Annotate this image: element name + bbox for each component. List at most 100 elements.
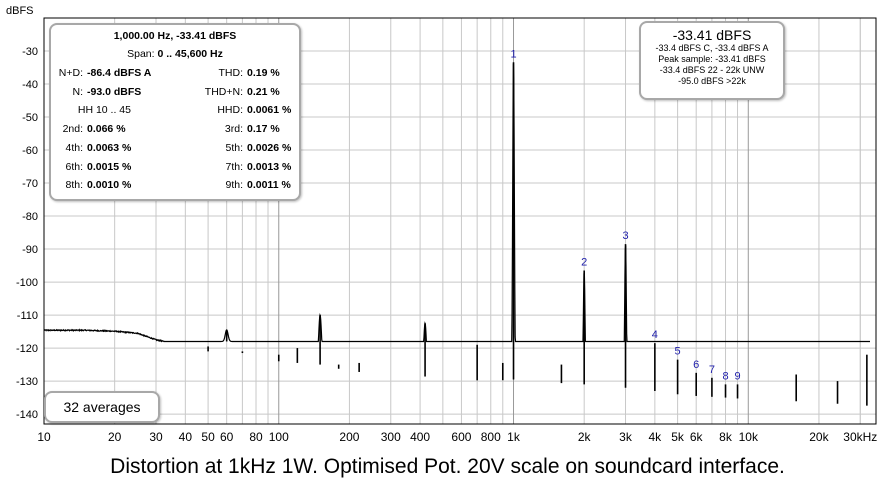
harmonic-marker-label: 7: [709, 364, 715, 376]
x-tick-label: 4k: [649, 430, 663, 444]
x-tick-label: 20k: [809, 430, 829, 444]
summary-line: -95.0 dBFS >22k: [678, 76, 746, 86]
stats-value: 0.21 %: [247, 85, 280, 98]
stats-label: 8th:: [65, 179, 83, 192]
stats-label: N:: [72, 85, 84, 98]
stats-value: 0.17 %: [247, 123, 280, 136]
stats-header-span: Span: 0 .. 45,600 Hz: [51, 48, 299, 60]
stats-row: N+D: -86.4 dBFS A THD: 0.19 %: [51, 67, 299, 83]
stats-label: N+D:: [58, 67, 83, 79]
x-tick-label: 100: [269, 430, 289, 444]
y-tick-label: -80: [22, 211, 38, 223]
x-tick-label: 80: [249, 430, 263, 444]
x-tick-label: 3k: [619, 430, 633, 444]
x-tick-label: 2k: [578, 430, 592, 444]
x-tick-label: 20: [108, 430, 122, 444]
stats-label: 4th:: [65, 141, 83, 154]
y-tick-label: -110: [17, 310, 38, 322]
stats-row: 6th: 0.0015 % 7th: 0.0013 %: [51, 161, 299, 177]
harmonic-marker-label: 8: [722, 370, 728, 382]
stats-value: 0.0063 %: [87, 141, 132, 154]
harmonic-marker-label: 1: [510, 48, 516, 60]
stats-label: 7th:: [225, 160, 243, 173]
x-tick-label: 5k: [671, 430, 685, 444]
summary-level: -33.41 dBFS: [672, 27, 752, 43]
stats-label: 3rd:: [224, 123, 243, 136]
stats-value: -93.0 dBFS: [87, 85, 142, 98]
x-tick-label: 30kHz: [843, 430, 877, 444]
y-tick-label: -100: [16, 277, 38, 289]
x-tick-label: 50: [201, 430, 215, 444]
x-tick-label: 60: [220, 430, 234, 444]
stats-label: HH 10 .. 45: [77, 104, 131, 117]
x-tick-labels: 10 20 30 40 50 60 80 100 200 300 400 600 800 1k 2k 3k 4k…: [37, 430, 877, 444]
x-tick-label: 40: [179, 430, 193, 444]
x-tick-label: 30: [149, 430, 163, 444]
stats-label: THD:: [218, 67, 244, 79]
stats-row: 8th: 0.0010 % 9th: 0.0011 %: [51, 179, 299, 195]
x-tick-label: 200: [339, 430, 359, 444]
stats-row: 2nd: 0.066 % 3rd: 0.17 %: [51, 123, 299, 139]
span-label: Span:: [127, 48, 155, 60]
y-tick-label: -140: [16, 409, 38, 421]
summary-line: -33.4 dBFS C, -33.4 dBFS A: [655, 43, 769, 53]
span-value: 0 .. 45,600 Hz: [157, 48, 223, 60]
harmonic-marker-label: 3: [622, 230, 628, 242]
x-tick-label: 300: [381, 430, 401, 444]
stats-value: 0.19 %: [247, 67, 280, 79]
stats-label: 2nd:: [62, 123, 83, 136]
x-tick-label: 8k: [719, 430, 733, 444]
x-tick-label: 10: [37, 430, 51, 444]
stats-header-frequency: 1,000.00 Hz, -33.41 dBFS: [113, 30, 237, 42]
summary-line: Peak sample: -33.41 dBFS: [658, 54, 766, 64]
stats-value: 0.0015 %: [87, 160, 132, 173]
spectrum-series: [43, 62, 870, 406]
y-tick-label: -40: [22, 79, 38, 91]
y-tick-label: -120: [16, 343, 38, 355]
x-tick-label: 6k: [690, 430, 704, 444]
y-tick-label: -30: [22, 46, 38, 58]
stats-value: 0.0061 %: [247, 104, 292, 117]
stats-row: N: -93.0 dBFS THD+N: 0.21 %: [51, 86, 299, 102]
stats-row: 4th: 0.0063 % 5th: 0.0026 %: [51, 142, 299, 158]
y-tick-label: -60: [22, 145, 38, 157]
harmonic-marker-label: 6: [693, 359, 699, 371]
plot-frame: [43, 17, 877, 425]
summary-panel: -33.41 dBFS -33.4 dBFS C, -33.4 dBFS A P…: [639, 21, 785, 100]
x-tick-label: 600: [451, 430, 471, 444]
y-axis-label: dBFS: [6, 5, 34, 17]
harmonic-marker-label: 9: [734, 370, 740, 382]
harmonic-markers: 1 2 3 4 56 78 9: [510, 48, 740, 382]
stats-value: 0.0013 %: [247, 160, 292, 173]
harmonic-marker-label: 5: [675, 346, 681, 358]
stats-label: HHD:: [217, 104, 243, 117]
spectrum-chart: -30 -40 -50 -60 -70 -80 -90 -100 -110 -120 -130 -14…: [6, 5, 877, 444]
stats-value: 0.066 %: [87, 123, 126, 136]
stats-label: 5th:: [225, 141, 243, 154]
stats-value: 0.0010 %: [87, 179, 132, 192]
harmonic-marker-label: 4: [652, 329, 658, 341]
summary-line: -33.4 dBFS 22 - 22k UNW: [659, 65, 765, 75]
stats-panel: 1,000.00 Hz, -33.41 dBFS Span: 0 .. 45,6…: [49, 23, 301, 201]
averages-badge: 32 averages: [44, 391, 160, 423]
stats-value: 0.0026 %: [247, 141, 292, 154]
y-tick-labels: -30 -40 -50 -60 -70 -80 -90 -100 -110 -120 -130 -14…: [16, 46, 38, 421]
y-tick-label: -70: [22, 178, 38, 190]
spectrum-line: [43, 63, 870, 343]
y-tick-label: -130: [16, 376, 38, 388]
stats-label: 9th:: [225, 179, 243, 192]
stats-row: HH 10 .. 45 HHD: 0.0061 %: [51, 104, 299, 120]
plot-border: [43, 17, 877, 425]
y-tick-label: -90: [22, 244, 38, 256]
stats-value: 0.0011 %: [247, 179, 291, 192]
y-tick-label: -50: [22, 112, 38, 124]
harmonic-marker-label: 2: [581, 257, 587, 269]
x-tick-label: 400: [410, 430, 430, 444]
x-tick-label: 800: [481, 430, 501, 444]
stats-value: -86.4 dBFS A: [87, 67, 152, 79]
x-tick-label: 10k: [739, 430, 759, 444]
stats-label: 6th:: [65, 160, 83, 173]
stats-label: THD+N:: [204, 85, 243, 98]
chart-caption: Distortion at 1kHz 1W. Optimised Pot. 20…: [110, 455, 785, 478]
x-tick-label: 1k: [507, 430, 521, 444]
